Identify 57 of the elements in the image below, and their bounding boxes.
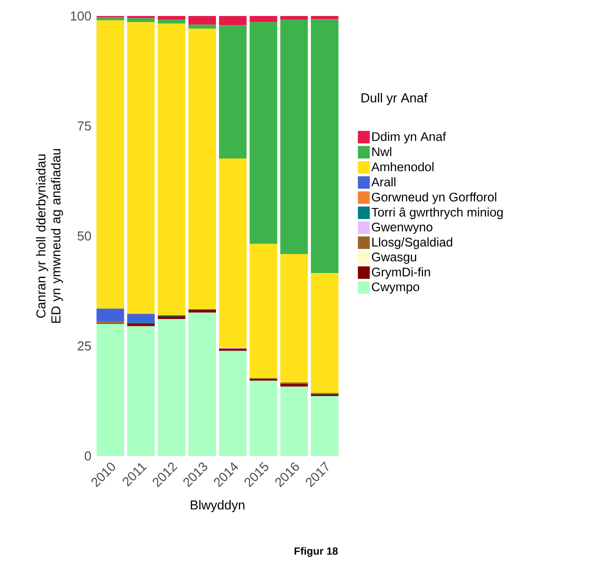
bar xyxy=(188,24,216,29)
bar xyxy=(280,384,308,386)
bar xyxy=(250,380,278,456)
legend-label: Arall xyxy=(371,177,396,186)
bar xyxy=(127,18,155,22)
bar xyxy=(310,396,338,456)
x-axis-title: Blwyddyn xyxy=(190,500,244,512)
bar xyxy=(250,244,278,378)
bar xyxy=(219,158,247,348)
bar xyxy=(280,16,308,20)
legend-label: Torri â gwrthrych miniog xyxy=(372,207,503,220)
y-tick-label: 0 xyxy=(84,451,91,461)
bar xyxy=(158,16,186,20)
bar xyxy=(158,316,186,320)
bar xyxy=(158,20,186,24)
bar xyxy=(280,20,308,254)
legend-label: Gwenwyno xyxy=(372,222,432,234)
bar xyxy=(188,16,216,25)
legend-label: Ddim yn Anaf xyxy=(372,132,446,144)
bar xyxy=(127,326,155,456)
bar xyxy=(127,16,155,18)
bar xyxy=(219,350,247,456)
bar xyxy=(158,319,186,456)
text: Ffigur 18 xyxy=(294,547,338,557)
legend-label: Gorwneud yn Gorfforol xyxy=(372,192,496,204)
legend-title: Dull yr Anaf xyxy=(362,92,428,106)
bar xyxy=(280,254,308,383)
bar xyxy=(127,324,155,326)
bar xyxy=(188,312,216,456)
bar xyxy=(96,20,124,309)
bar xyxy=(96,308,124,322)
bar xyxy=(280,386,308,456)
bar xyxy=(310,272,338,394)
bar xyxy=(310,19,338,273)
bar xyxy=(250,22,278,244)
bar xyxy=(310,16,338,20)
bar xyxy=(96,324,124,456)
bar xyxy=(188,309,216,313)
bar xyxy=(158,23,186,316)
y-tick-label: 50 xyxy=(78,231,91,241)
bar xyxy=(127,314,155,323)
legend-label: Amhenodol xyxy=(371,162,434,172)
bar xyxy=(188,28,216,310)
bar xyxy=(250,16,278,22)
legend-label: Llosg/Sgaldiad xyxy=(372,237,452,250)
bar xyxy=(127,22,155,314)
y-tick-label: 100 xyxy=(70,11,91,21)
legend-label: Gwasgu xyxy=(372,252,416,264)
legend-label: Nwl xyxy=(372,147,392,156)
bar xyxy=(219,25,247,159)
y-tick-label: 25 xyxy=(78,341,91,351)
bar xyxy=(96,17,124,20)
y-tick-label: 75 xyxy=(78,121,91,131)
bar xyxy=(219,16,247,26)
legend-label: Cwympo xyxy=(372,282,420,294)
legend-label: GrymDi-fin xyxy=(372,267,430,279)
y-axis-title: Canran yr holl dderbyniadau ED yn ymwneud ag anafiadau xyxy=(36,149,64,323)
